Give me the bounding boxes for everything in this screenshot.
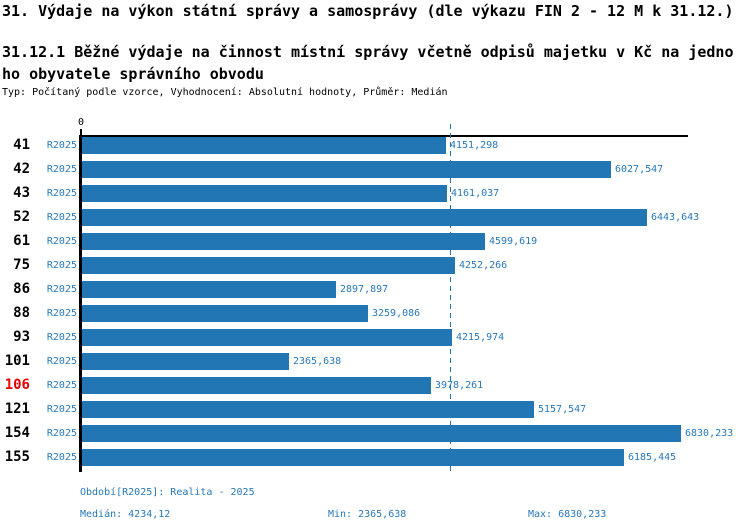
x-axis-line — [79, 135, 688, 137]
axis-zero-label: 0 — [77, 117, 85, 128]
row-category-label: 88 — [13, 305, 30, 321]
y-axis-line — [79, 136, 82, 472]
row-series-label: R2025 — [46, 284, 77, 295]
row-category-label: 43 — [13, 185, 30, 201]
bar — [82, 233, 485, 250]
bar-value-label: 2897,897 — [340, 284, 389, 295]
row-series-label: R2025 — [46, 356, 77, 367]
row-series-label: R2025 — [46, 260, 77, 271]
bar-value-label: 4215,974 — [456, 332, 505, 343]
bar — [82, 137, 446, 154]
bar-value-label: 4151,298 — [450, 140, 499, 151]
bar — [82, 377, 431, 394]
footer-min: Min: 2365,638 — [328, 509, 407, 520]
bar — [82, 209, 647, 226]
row-category-label: 101 — [4, 353, 30, 369]
chart-meta-line: Typ: Počítaný podle vzorce, Vyhodnocení:… — [2, 87, 448, 98]
row-category-label: 93 — [13, 329, 30, 345]
row-series-label: R2025 — [46, 140, 77, 151]
row-category-label: 52 — [13, 209, 30, 225]
row-series-label: R2025 — [46, 332, 77, 343]
page-title: 31. Výdaje na výkon státní správy a samo… — [2, 2, 734, 20]
row-series-label: R2025 — [46, 164, 77, 175]
page-subtitle-line-2: ho obyvatele správního obvodu — [2, 65, 264, 83]
bar-value-label: 2365,638 — [293, 356, 342, 367]
bar — [82, 449, 624, 466]
bar-value-label: 3259,086 — [372, 308, 421, 319]
bar — [82, 425, 681, 442]
bar-value-label: 4599,619 — [489, 236, 538, 247]
bar-value-label: 3978,261 — [435, 380, 484, 391]
bar — [82, 353, 289, 370]
row-category-label: 121 — [4, 401, 30, 417]
bar — [82, 401, 534, 418]
bar — [82, 257, 455, 274]
bar — [82, 329, 452, 346]
row-category-label: 155 — [4, 449, 30, 465]
row-series-label: R2025 — [46, 212, 77, 223]
bar-value-label: 4161,037 — [451, 188, 500, 199]
row-series-label: R2025 — [46, 452, 77, 463]
row-category-label: 41 — [13, 137, 30, 153]
row-category-label: 42 — [13, 161, 30, 177]
median-line — [450, 124, 451, 472]
row-category-label: 61 — [13, 233, 30, 249]
row-category-label: 154 — [4, 425, 30, 441]
footer-median: Medián: 4234,12 — [80, 509, 171, 520]
axis-zero-tick — [80, 129, 82, 136]
bar-value-label: 6443,643 — [651, 212, 700, 223]
footer-max: Max: 6830,233 — [528, 509, 607, 520]
bar-value-label: 6830,233 — [685, 428, 734, 439]
bar — [82, 161, 611, 178]
row-series-label: R2025 — [46, 404, 77, 415]
page-subtitle-line-1: 31.12.1 Běžné výdaje na činnost místní s… — [2, 43, 734, 61]
bar — [82, 305, 368, 322]
footer-period: Období[R2025]: Realita - 2025 — [80, 487, 255, 498]
row-category-label: 75 — [13, 257, 30, 273]
row-series-label: R2025 — [46, 236, 77, 247]
row-series-label: R2025 — [46, 428, 77, 439]
bar-value-label: 4252,266 — [459, 260, 508, 271]
bar-value-label: 6027,547 — [615, 164, 664, 175]
bar — [82, 185, 447, 202]
bar — [82, 281, 336, 298]
row-series-label: R2025 — [46, 188, 77, 199]
row-series-label: R2025 — [46, 380, 77, 391]
row-category-label: 86 — [13, 281, 30, 297]
bar-value-label: 6185,445 — [628, 452, 677, 463]
row-category-label: 106 — [4, 377, 30, 393]
bar-value-label: 5157,547 — [538, 404, 587, 415]
row-series-label: R2025 — [46, 308, 77, 319]
